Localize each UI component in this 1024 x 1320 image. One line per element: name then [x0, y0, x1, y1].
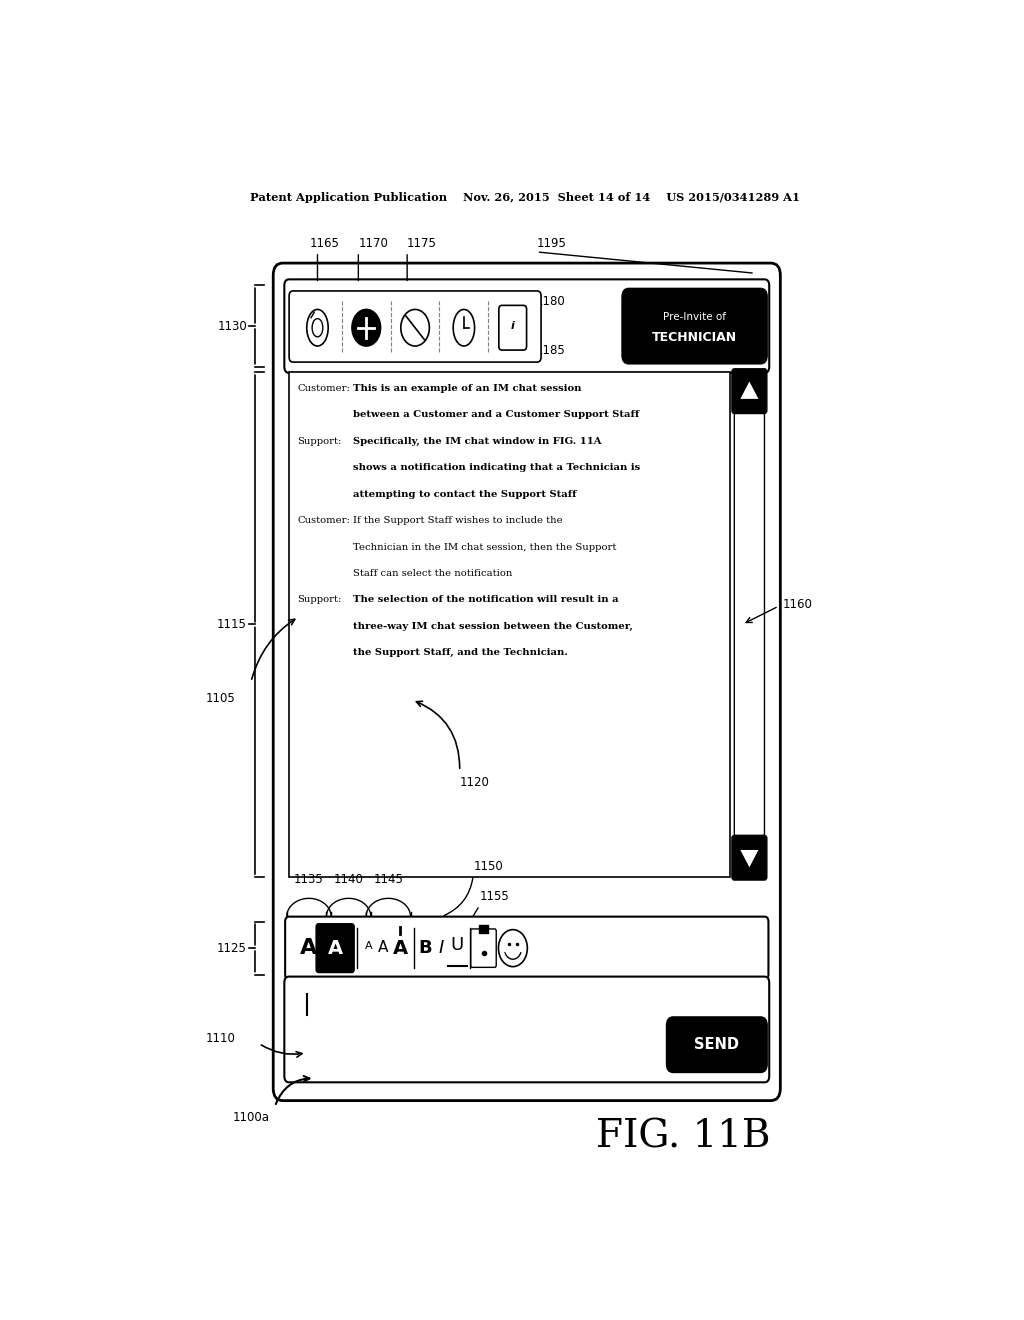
Text: If the Support Staff wishes to include the: If the Support Staff wishes to include t… — [352, 516, 562, 525]
Text: The selection of the notification will result in a: The selection of the notification will r… — [352, 595, 618, 605]
FancyBboxPatch shape — [289, 372, 730, 876]
Polygon shape — [740, 850, 759, 867]
Text: between a Customer and a Customer Support Staff: between a Customer and a Customer Suppor… — [352, 411, 639, 420]
Text: 1110: 1110 — [205, 1032, 236, 1045]
Text: A: A — [378, 940, 388, 954]
FancyBboxPatch shape — [732, 836, 767, 880]
Text: Technician in the IM chat session, then the Support: Technician in the IM chat session, then … — [352, 543, 616, 552]
Text: 1105: 1105 — [206, 692, 236, 705]
Text: Support:: Support: — [297, 437, 341, 446]
Text: Support:: Support: — [297, 595, 341, 605]
Text: 1175: 1175 — [408, 236, 437, 249]
FancyBboxPatch shape — [667, 1018, 767, 1072]
Text: A: A — [365, 941, 373, 952]
FancyBboxPatch shape — [289, 290, 541, 362]
Text: 1100a: 1100a — [232, 1110, 269, 1123]
Text: the Support Staff, and the Technician.: the Support Staff, and the Technician. — [352, 648, 567, 657]
Text: 1130: 1130 — [217, 319, 247, 333]
Text: Pre-Invite of: Pre-Invite of — [664, 313, 726, 322]
Text: 1115: 1115 — [217, 618, 247, 631]
Text: A: A — [328, 939, 343, 957]
Text: 1150: 1150 — [473, 859, 503, 873]
Text: i: i — [511, 321, 515, 331]
FancyBboxPatch shape — [471, 929, 497, 968]
FancyBboxPatch shape — [734, 412, 765, 837]
Text: 1185: 1185 — [536, 345, 565, 356]
FancyBboxPatch shape — [285, 280, 769, 372]
Text: 1170: 1170 — [358, 236, 388, 249]
Text: 1120: 1120 — [460, 776, 489, 789]
Text: 1195: 1195 — [537, 236, 566, 249]
FancyBboxPatch shape — [623, 289, 767, 363]
Text: Customer:: Customer: — [297, 516, 350, 525]
Text: 1140: 1140 — [334, 873, 364, 886]
Text: FIG. 11B: FIG. 11B — [596, 1119, 771, 1156]
Text: 1135: 1135 — [294, 873, 324, 886]
FancyBboxPatch shape — [285, 977, 769, 1082]
Text: attempting to contact the Support Staff: attempting to contact the Support Staff — [352, 490, 577, 499]
FancyBboxPatch shape — [499, 305, 526, 350]
Text: 1160: 1160 — [782, 598, 813, 611]
Text: 1155: 1155 — [479, 891, 509, 903]
Text: Staff can select the notification: Staff can select the notification — [352, 569, 512, 578]
Text: three-way IM chat session between the Customer,: three-way IM chat session between the Cu… — [352, 622, 633, 631]
Text: I: I — [439, 939, 444, 957]
Text: A: A — [392, 939, 408, 957]
Text: B: B — [419, 939, 432, 957]
Text: 1180: 1180 — [536, 296, 565, 308]
FancyBboxPatch shape — [316, 924, 354, 973]
Text: This is an example of an IM chat session: This is an example of an IM chat session — [352, 384, 581, 393]
Text: U: U — [451, 936, 464, 954]
Text: Customer:: Customer: — [297, 384, 350, 393]
Text: Patent Application Publication    Nov. 26, 2015  Sheet 14 of 14    US 2015/03412: Patent Application Publication Nov. 26, … — [250, 191, 800, 202]
FancyBboxPatch shape — [732, 368, 767, 413]
Text: TECHNICIAN: TECHNICIAN — [652, 331, 737, 345]
Text: shows a notification indicating that a Technician is: shows a notification indicating that a T… — [352, 463, 640, 473]
Polygon shape — [740, 381, 759, 399]
FancyBboxPatch shape — [273, 263, 780, 1101]
Text: A: A — [300, 939, 317, 958]
Text: 1125: 1125 — [217, 941, 247, 954]
Text: 1165: 1165 — [309, 236, 339, 249]
Text: 1145: 1145 — [374, 873, 403, 886]
FancyBboxPatch shape — [285, 916, 768, 979]
Text: SEND: SEND — [694, 1038, 739, 1052]
Text: Specifically, the IM chat window in FIG. 11A: Specifically, the IM chat window in FIG.… — [352, 437, 601, 446]
Circle shape — [352, 309, 381, 346]
